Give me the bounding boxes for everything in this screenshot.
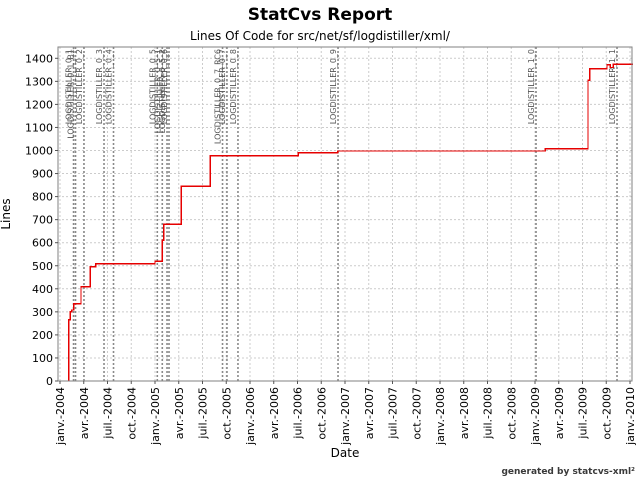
x-tick-label: janv.-2005	[149, 387, 162, 446]
x-tick-label: avr.-2006	[268, 387, 281, 439]
x-tick-label: juil.-2009	[577, 387, 590, 440]
y-tick-label: 300	[32, 306, 53, 319]
x-tick-label: avr.-2009	[553, 387, 566, 439]
x-tick-label: oct.-2005	[220, 387, 233, 440]
tag-label: LOGDISTILLER_0_1_B1	[67, 49, 76, 139]
y-tick-label: 0	[46, 375, 53, 388]
x-tick-label: oct.-2008	[505, 387, 518, 440]
tag-label: LOGDISTILLER_0_2	[75, 49, 84, 124]
y-tick-label: 1100	[25, 121, 53, 134]
y-tick-label: 200	[32, 329, 53, 342]
y-tick-label: 1200	[25, 98, 53, 111]
y-tick-label: 700	[32, 214, 53, 227]
x-tick-label: juil.-2004	[102, 387, 115, 440]
y-tick-label: 400	[32, 283, 53, 296]
tag-label: LOGDISTILLER_0_4	[105, 49, 114, 124]
y-axis-label: Lines	[0, 198, 13, 230]
y-tick-label: 100	[32, 352, 53, 365]
x-tick-label: janv.-2006	[244, 387, 257, 446]
tag-label: LOGDISTILLER_0_7_RC6	[214, 49, 223, 144]
tag-label: LOGDISTILLER_1_1	[608, 49, 617, 124]
x-tick-label: juil.-2005	[197, 387, 210, 440]
y-tick-label: 900	[32, 168, 53, 181]
x-tick-label: janv.-2010	[624, 387, 637, 446]
y-tick-label: 500	[32, 260, 53, 273]
tag-label: LOGDISTILLER_0_6	[160, 49, 169, 124]
tag-label: LOGDISTILLER_0_5	[148, 49, 157, 124]
x-tick-label: oct.-2004	[125, 387, 138, 440]
x-axis-label: Date	[330, 446, 360, 460]
x-tick-label: juil.-2006	[292, 387, 305, 440]
tag-label: LOGDISTILLER_0_8	[229, 49, 238, 124]
tag-label: LOGDISTILLER_1_0	[527, 49, 536, 124]
x-tick-label: oct.-2007	[410, 387, 423, 440]
plot-background	[58, 47, 632, 381]
chart-subtitle: Lines Of Code for src/net/sf/logdistille…	[190, 29, 450, 43]
tag-label: LOGDISTILLER_0_9	[329, 49, 338, 124]
y-tick-label: 1400	[25, 52, 53, 65]
x-tick-label: oct.-2009	[600, 387, 613, 440]
x-tick-label: janv.-2008	[434, 387, 447, 446]
x-tick-label: juil.-2007	[387, 387, 400, 440]
generator-credit: generated by statcvs-xml²	[501, 467, 635, 477]
x-tick-label: avr.-2004	[78, 387, 91, 439]
y-tick-label: 800	[32, 191, 53, 204]
tag-label: LOGDISTILLER_0_5_1	[153, 49, 162, 133]
x-tick-label: juil.-2008	[482, 387, 495, 440]
x-tick-label: janv.-2007	[339, 387, 352, 446]
x-tick-label: janv.-2009	[529, 387, 542, 446]
tag-label: LOGDISTILLER_0_3	[95, 49, 104, 124]
chart-title: StatCvs Report	[247, 5, 393, 25]
y-tick-label: 1000	[25, 145, 53, 158]
x-tick-label: avr.-2007	[363, 387, 376, 439]
x-tick-label: oct.-2006	[315, 387, 328, 440]
x-tick-label: avr.-2008	[458, 387, 471, 439]
x-tick-label: avr.-2005	[173, 387, 186, 439]
y-tick-label: 600	[32, 237, 53, 250]
tag-label: LOGDISTILLER_0_5_2	[158, 49, 167, 133]
series-line	[67, 63, 634, 381]
tag-label: LOGDISTILLER_0_7	[218, 49, 227, 124]
tag-label: LOGDISTILLER_0_1	[65, 49, 74, 124]
x-tick-label: janv.-2004	[54, 387, 67, 446]
y-tick-label: 1300	[25, 75, 53, 88]
